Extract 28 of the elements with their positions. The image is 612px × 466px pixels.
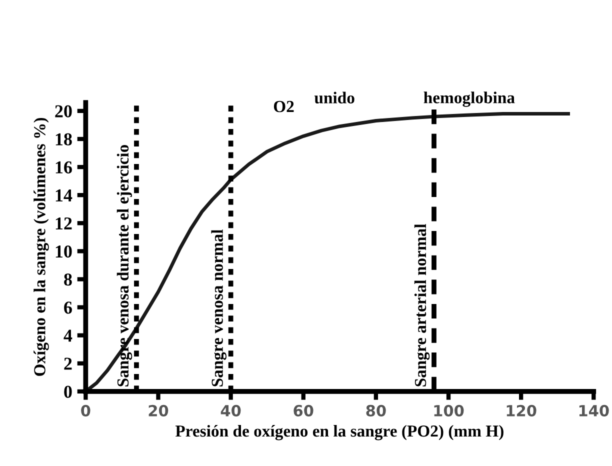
x-tick-label: 100: [434, 404, 464, 416]
y-tick-label: 14: [56, 189, 72, 202]
x-tick-label: 20: [148, 404, 168, 416]
x-tick-label: 140: [579, 404, 609, 416]
x-tick-label: 0: [81, 404, 90, 416]
y-tick-label: 0: [64, 386, 72, 398]
ref-line-label: Sangre venosa normal: [211, 229, 226, 386]
x-tick-label: 80: [366, 404, 386, 416]
y-tick-label: 8: [64, 273, 72, 286]
x-tick-label: 120: [506, 404, 536, 416]
y-tick-label: 4: [64, 330, 72, 342]
y-tick-label: 6: [64, 302, 72, 314]
annotation: hemoglobina: [424, 92, 515, 107]
x-tick-label: 40: [220, 404, 241, 416]
ref-line-label: Sangre venosa durante el ejercicio: [116, 144, 132, 386]
y-tick-label: 12: [56, 217, 72, 230]
annotation: unido: [314, 92, 354, 104]
y-tick-label: 2: [64, 358, 72, 370]
x-tick-label: 60: [294, 404, 314, 416]
x-axis-title: Presión de oxígeno en la sangre (PO2) (mm H): [175, 424, 504, 440]
ref-line-label: Sangre arterial normal: [414, 224, 430, 386]
line-series: [86, 112, 570, 392]
annotation: O2: [274, 100, 294, 112]
y-tick-label: 20: [55, 105, 72, 118]
y-tick-label: 18: [56, 133, 72, 146]
y-tick-label: 10: [56, 245, 72, 258]
y-axis-title: Oxígeno en la sangre (volúmenes %): [34, 118, 49, 376]
y-tick-label: 16: [56, 161, 72, 174]
